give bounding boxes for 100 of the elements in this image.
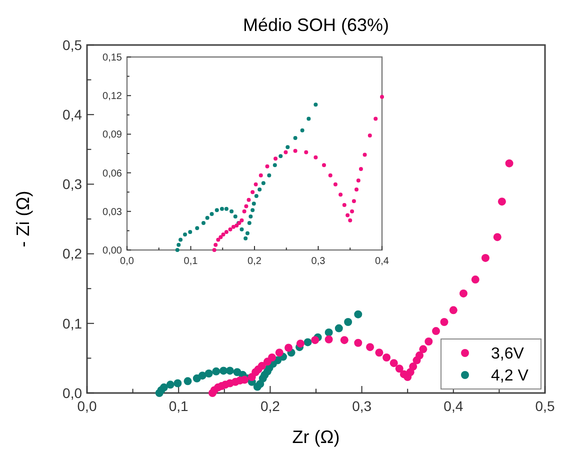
point [300,128,304,132]
point [416,351,424,360]
x-tick-label: 0,3 [311,256,326,267]
point [354,338,362,347]
point [380,94,384,99]
point [272,163,277,168]
point [395,364,404,373]
point [286,145,290,150]
point [328,173,332,178]
point [374,116,378,121]
x-tick-label: 0,1 [184,256,198,267]
point [220,206,224,211]
point [324,328,333,336]
point [252,202,256,206]
point [224,206,228,211]
point [166,380,174,389]
point [348,218,352,222]
x-tick-label: 0,4 [375,256,390,267]
y-tick-label: 0,00 [102,246,122,256]
point [440,318,448,326]
point [233,214,238,219]
point [340,336,348,344]
point [160,383,168,392]
y-tick-label: 0,06 [102,168,122,180]
x-axis-title: Zr (Ω) [292,427,340,447]
point [471,276,480,284]
point [505,159,514,168]
point [278,154,283,158]
point [366,343,374,352]
point [284,150,288,154]
y-tick-label: 0,1 [62,315,82,332]
legend-label: 3,6V [491,346,524,363]
point [240,218,244,222]
point [432,327,440,336]
point [344,318,352,326]
point [275,348,284,357]
point [248,214,253,219]
point [184,377,192,386]
y-axis-title: - Zi (Ω) [13,190,33,248]
point [258,173,263,178]
point [174,379,182,388]
y-tick-label: 0,03 [102,206,122,218]
point [293,148,298,153]
point [214,242,218,247]
point [226,366,234,375]
y-tick-label: 0,15 [102,52,122,64]
y-tick-label: 0,4 [62,106,82,122]
point [346,213,350,218]
point [205,216,210,220]
point [176,242,181,247]
point [244,236,248,240]
point [284,344,293,352]
point [245,231,250,236]
point [216,238,220,242]
point [230,209,234,214]
point [304,150,308,154]
point [274,156,278,161]
x-tick-label: 0,0 [77,398,97,414]
point [304,338,312,346]
point [306,116,311,121]
point [244,204,248,208]
point [409,362,418,371]
point [231,224,236,229]
point [481,254,490,262]
point [459,289,468,298]
point [338,192,343,197]
y-tick-label: 0,12 [102,91,122,102]
point [350,209,354,214]
point [382,354,391,362]
point [261,181,266,186]
legend-label: 4,2 V [491,368,529,385]
point [314,102,318,107]
point [188,230,192,234]
point [250,190,255,194]
point [296,340,304,348]
point [214,208,219,212]
point [334,324,343,332]
point [493,233,502,242]
point [240,227,244,232]
point [354,188,358,192]
point [368,133,372,138]
point [254,182,258,186]
point [178,238,183,242]
point [175,248,180,252]
x-tick-label: 0,4 [444,398,464,414]
y-tick-label: 0,0 [62,384,82,401]
point [204,370,213,378]
point [228,227,232,232]
y-tick-label: 0,5 [62,36,82,53]
chart-title: Médio SOH (63%) [242,15,390,35]
point [356,178,360,183]
point [314,155,318,160]
point [254,194,258,198]
point [322,163,326,168]
point [221,232,226,237]
point [212,367,220,376]
y-tick-label: 0,09 [102,130,122,141]
point [212,248,216,252]
point [293,136,298,140]
point [265,164,270,168]
